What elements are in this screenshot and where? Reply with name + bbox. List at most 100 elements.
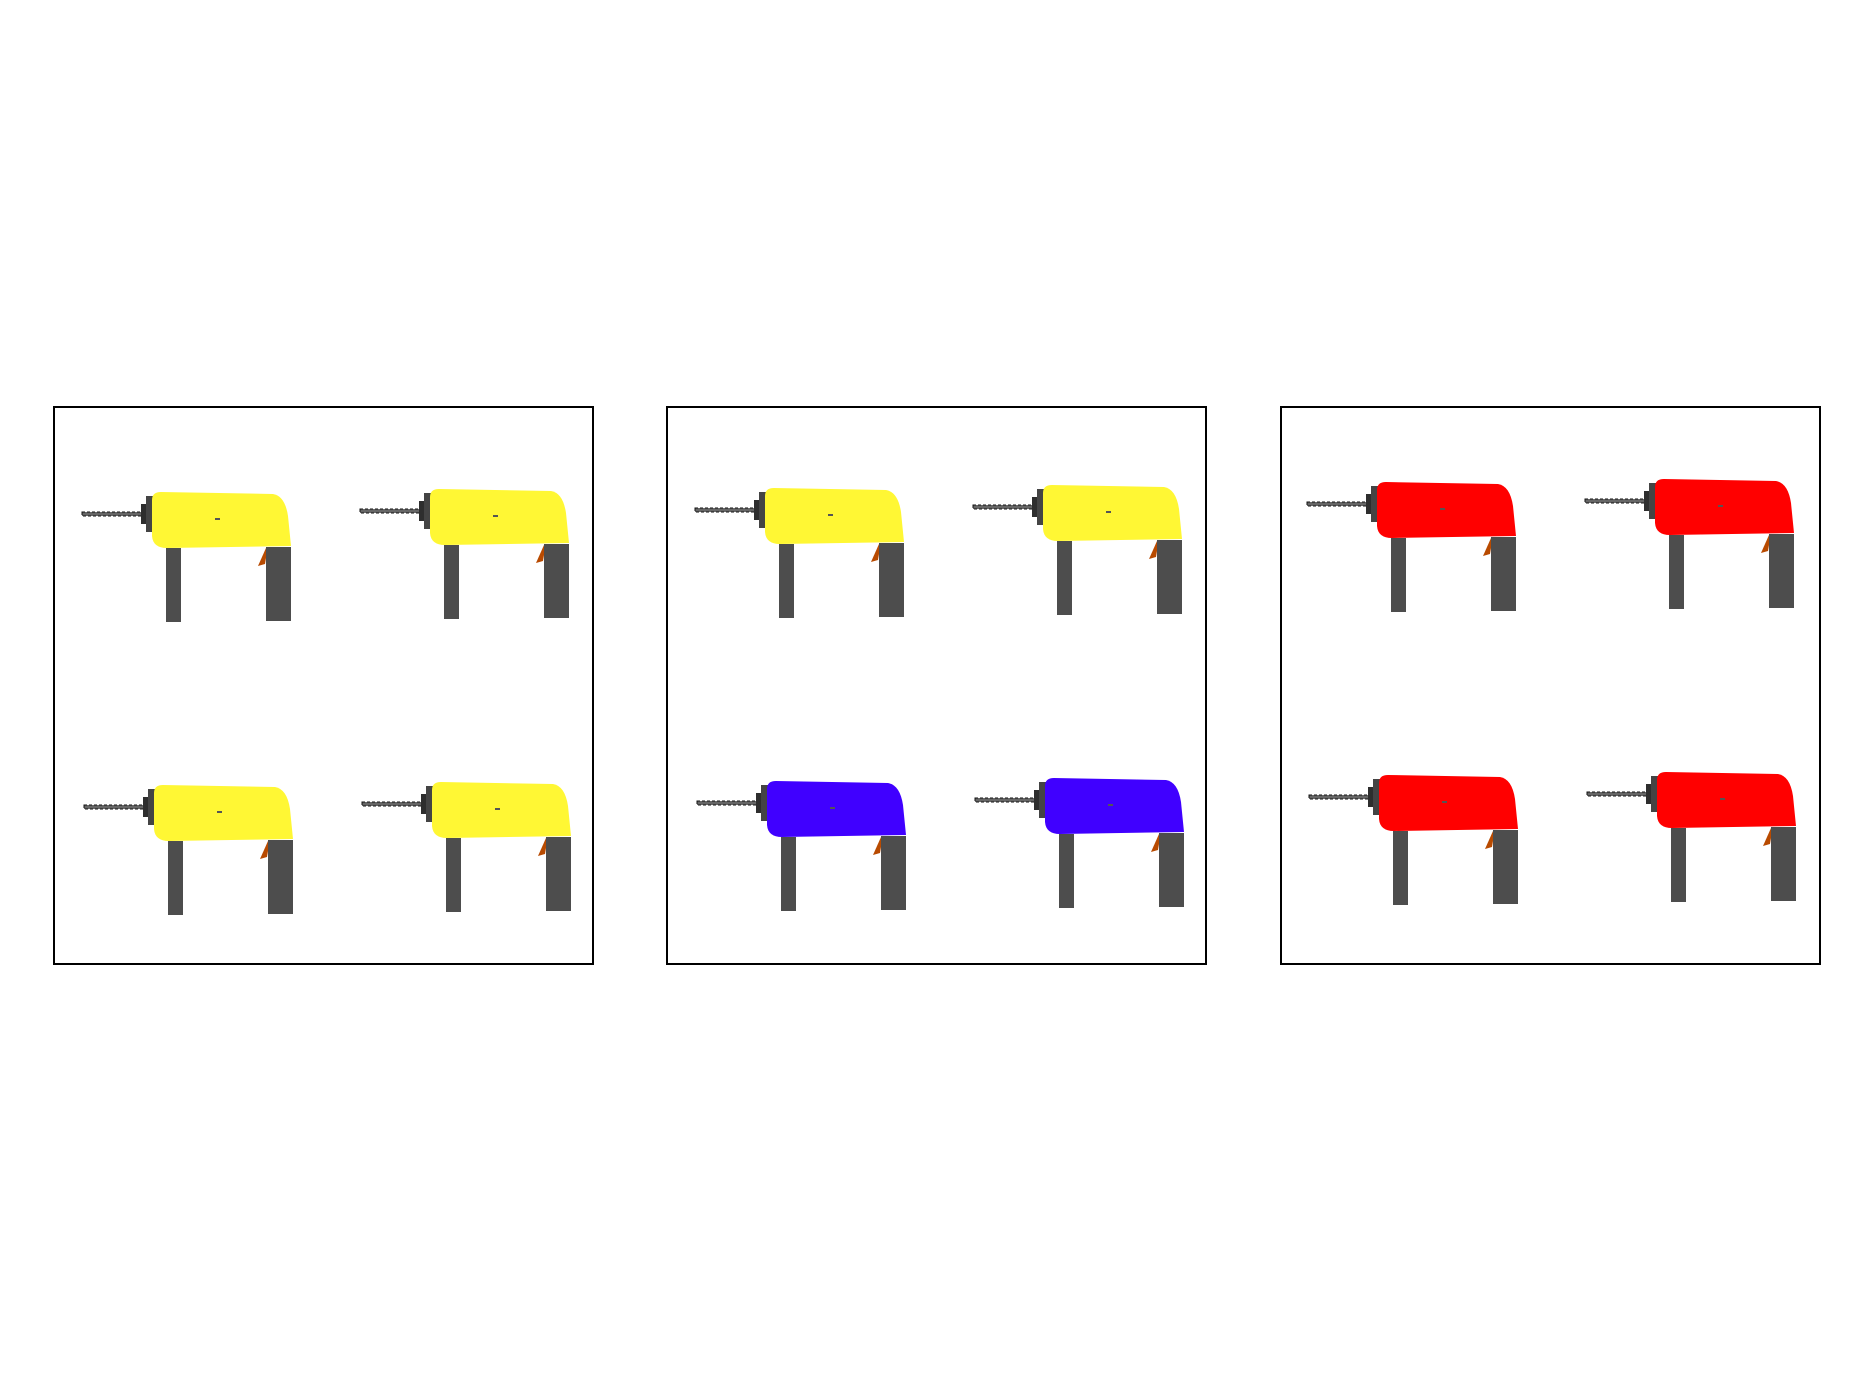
drill-front-grip <box>1393 831 1408 905</box>
drill-handle <box>546 837 571 911</box>
drill-chuck <box>754 500 760 520</box>
panel-2 <box>666 406 1207 965</box>
drill-bit <box>360 509 420 513</box>
drill-body <box>1043 485 1182 541</box>
drill-vent <box>493 515 498 517</box>
drill-handle <box>879 543 904 617</box>
drill-chuck-collar <box>761 785 769 821</box>
drill-chuck <box>756 793 762 813</box>
drill-vent <box>1720 798 1725 800</box>
drill-bit <box>1587 792 1647 796</box>
drill-chuck-collar <box>148 789 156 825</box>
drill-handle <box>544 544 569 618</box>
drill-trigger <box>1761 535 1769 553</box>
drill-bit <box>1307 502 1367 506</box>
drill-chuck-collar <box>1373 779 1381 815</box>
drill-2-3 <box>696 781 906 911</box>
drill-bit <box>973 505 1033 509</box>
drill-vent <box>1442 801 1447 803</box>
drill-body <box>1655 479 1794 535</box>
drill-trigger <box>538 838 546 856</box>
drill-front-grip <box>781 837 796 911</box>
drill-chuck <box>1034 790 1040 810</box>
drill-chuck <box>143 797 149 817</box>
drill-handle <box>1491 537 1516 611</box>
drill-chuck-collar <box>426 786 434 822</box>
panel-2-drawing <box>694 485 1184 911</box>
drill-trigger <box>1151 834 1159 852</box>
drill-handle <box>881 836 906 910</box>
drill-chuck <box>419 501 425 521</box>
drill-bit <box>362 802 422 806</box>
drill-front-grip <box>1057 541 1072 615</box>
drill-handle <box>1769 534 1794 608</box>
drill-front-grip <box>779 544 794 618</box>
drill-handle <box>1159 833 1184 907</box>
drill-chuck-collar <box>424 493 432 529</box>
drill-3-3 <box>1308 775 1518 905</box>
drill-vent <box>1108 804 1113 806</box>
drill-body <box>154 785 293 841</box>
drill-2-1 <box>694 488 904 618</box>
drill-2-4 <box>974 778 1184 908</box>
drill-chuck-collar <box>146 496 154 532</box>
drill-trigger <box>1483 538 1491 556</box>
drill-chuck <box>1368 787 1374 807</box>
drill-body <box>1377 482 1516 538</box>
drill-front-grip <box>1059 834 1074 908</box>
drill-body <box>430 489 569 545</box>
drill-front-grip <box>1669 535 1684 609</box>
panel-1-drawing <box>81 489 571 915</box>
drill-chuck-collar <box>1371 486 1379 522</box>
drill-body <box>765 488 904 544</box>
drill-vent <box>830 807 835 809</box>
drill-body <box>1045 778 1184 834</box>
drill-bit <box>1309 795 1369 799</box>
drill-3-1 <box>1306 482 1516 612</box>
drill-chuck <box>1032 497 1038 517</box>
drill-body <box>432 782 571 838</box>
drill-body <box>767 781 906 837</box>
drill-front-grip <box>1671 828 1686 902</box>
drill-body <box>1657 772 1796 828</box>
drill-handle <box>268 840 293 914</box>
drill-trigger <box>260 841 268 859</box>
drill-handle <box>1157 540 1182 614</box>
drill-bit <box>975 798 1035 802</box>
drill-front-grip <box>444 545 459 619</box>
drill-chuck-collar <box>1039 782 1047 818</box>
drill-vent <box>495 808 500 810</box>
drill-bit <box>695 508 755 512</box>
drill-body <box>152 492 291 548</box>
panel-3-drawing <box>1306 479 1796 905</box>
drill-trigger <box>536 545 544 563</box>
drill-bit <box>697 801 757 805</box>
drill-handle <box>1771 827 1796 901</box>
drill-chuck <box>141 504 147 524</box>
drill-bit <box>84 805 144 809</box>
drill-handle <box>1493 830 1518 904</box>
drill-trigger <box>258 548 266 566</box>
drill-chuck-collar <box>1037 489 1045 525</box>
panel-3 <box>1280 406 1821 965</box>
drill-1-1 <box>81 492 291 622</box>
drill-1-2 <box>359 489 569 619</box>
drill-chuck <box>1644 491 1650 511</box>
drill-chuck-collar <box>1651 776 1659 812</box>
drill-vent <box>828 514 833 516</box>
drill-chuck-collar <box>1649 483 1657 519</box>
drill-chuck <box>1366 494 1372 514</box>
drill-trigger <box>1763 828 1771 846</box>
drill-3-4 <box>1586 772 1796 902</box>
drill-1-3 <box>83 785 293 915</box>
drill-trigger <box>1149 541 1157 559</box>
drill-chuck <box>421 794 427 814</box>
drill-bit <box>82 512 142 516</box>
panel-1 <box>53 406 594 965</box>
drill-chuck <box>1646 784 1652 804</box>
drill-trigger <box>873 837 881 855</box>
drill-front-grip <box>166 548 181 622</box>
drill-front-grip <box>168 841 183 915</box>
drill-front-grip <box>1391 538 1406 612</box>
drill-handle <box>266 547 291 621</box>
